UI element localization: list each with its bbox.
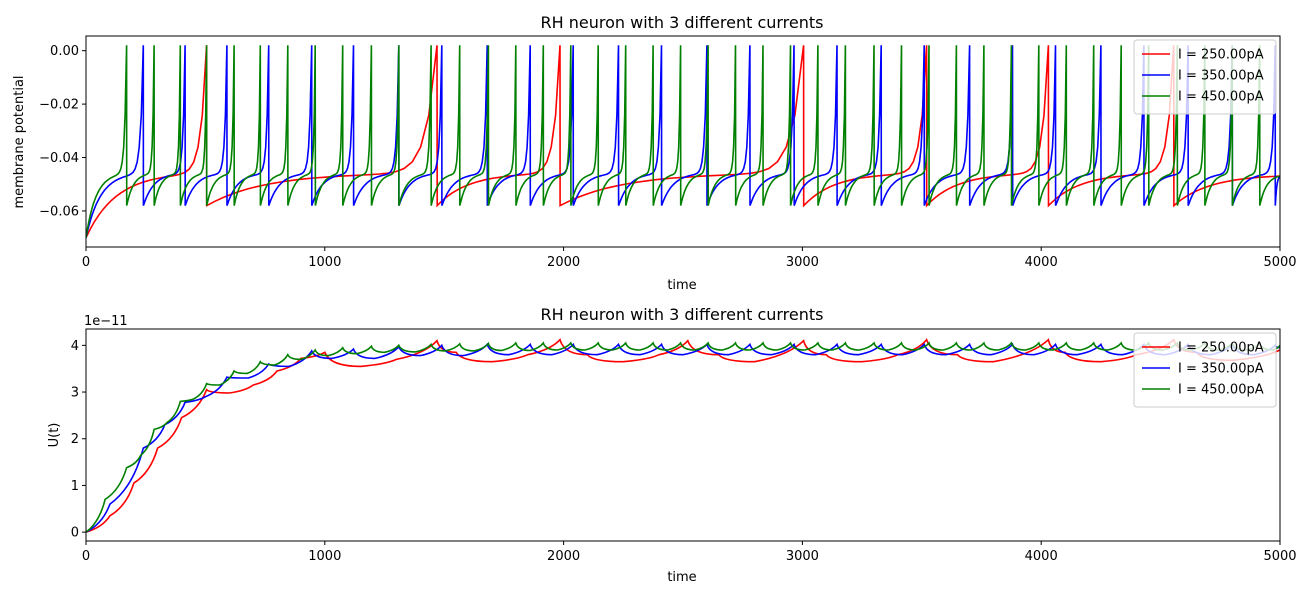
legend-entry-label: I = 450.00pA <box>1178 90 1264 105</box>
y-tick-label: −0.02 <box>39 98 79 113</box>
bottom-axis-ticks: 0 1000 2000 3000 4000 5000 0 1 2 3 4 <box>71 339 1296 564</box>
x-tick-label: 3000 <box>786 549 819 564</box>
y-tick-label: −0.04 <box>39 151 79 166</box>
bottom-y-offset-text: 1e−11 <box>84 314 128 329</box>
u-trace-line <box>86 342 1280 533</box>
top-legend: I = 250.00pA I = 350.00pA I = 450.00pA <box>1133 39 1277 115</box>
y-tick-label: 1 <box>71 479 79 494</box>
legend-entry-label: I = 250.00pA <box>1178 48 1264 63</box>
legend-entry-label: I = 350.00pA <box>1178 362 1264 377</box>
bottom-chart: RH neuron with 3 different currents 1e−1… <box>47 305 1296 585</box>
x-tick-label: 2000 <box>547 255 580 270</box>
top-y-axis-label: membrane potential <box>12 75 27 208</box>
legend-entry-label: I = 350.00pA <box>1178 69 1264 84</box>
top-x-axis-label: time <box>667 278 696 293</box>
y-tick-label: 3 <box>71 386 79 401</box>
legend-entry-label: I = 450.00pA <box>1178 383 1264 398</box>
bottom-legend: I = 250.00pA I = 350.00pA I = 450.00pA <box>1133 332 1277 408</box>
top-axes-frame <box>85 35 1281 248</box>
top-plot-area <box>86 45 1280 239</box>
y-tick-label: 2 <box>71 432 79 447</box>
x-tick-label: 0 <box>82 549 90 564</box>
y-tick-label: 0 <box>71 526 79 541</box>
legend-entry-label: I = 250.00pA <box>1178 341 1264 356</box>
top-chart: RH neuron with 3 different currents 0 100… <box>12 13 1296 293</box>
x-tick-label: 0 <box>82 255 90 270</box>
x-tick-label: 4000 <box>1025 549 1058 564</box>
x-tick-label: 5000 <box>1263 255 1296 270</box>
bottom-plot-area <box>86 338 1280 533</box>
top-axis-ticks: 0 1000 2000 3000 4000 5000 −0.06 −0.04 −0.02 0.00 <box>39 44 1296 270</box>
bottom-chart-title: RH neuron with 3 different currents <box>541 305 824 324</box>
u-trace-line <box>86 341 1280 533</box>
x-tick-label: 3000 <box>786 255 819 270</box>
bottom-axes-frame <box>85 328 1281 542</box>
x-tick-label: 1000 <box>308 549 341 564</box>
y-tick-label: 0.00 <box>50 44 79 59</box>
x-tick-label: 4000 <box>1025 255 1058 270</box>
u-trace-line <box>86 338 1280 533</box>
y-tick-label: −0.06 <box>39 204 79 219</box>
x-tick-label: 1000 <box>308 255 341 270</box>
top-chart-title: RH neuron with 3 different currents <box>541 13 824 32</box>
x-tick-label: 5000 <box>1263 549 1296 564</box>
x-tick-label: 2000 <box>547 549 580 564</box>
membrane-trace-line <box>86 45 1280 238</box>
bottom-x-axis-label: time <box>667 570 696 585</box>
bottom-y-axis-label: U(t) <box>47 423 62 448</box>
y-tick-label: 4 <box>71 339 79 354</box>
